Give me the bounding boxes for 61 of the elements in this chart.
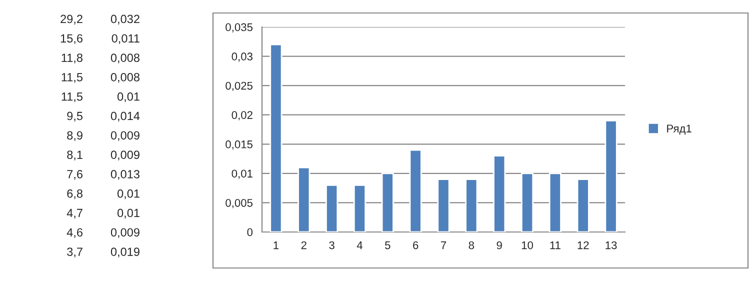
bar [270,44,282,232]
text: 3,7 [67,248,82,258]
bar [576,178,590,232]
text: 15,6 [60,34,82,44]
y-tick-label: 0,03 [232,52,252,62]
bar [604,120,618,232]
x-tick-label: 7 [440,241,446,250]
y-tick-label: 0,01 [232,170,252,179]
bar [520,172,534,232]
bar [493,155,506,232]
text: 29,2 [60,14,82,25]
text: 11,5 [62,92,83,102]
text: 0,009 [110,150,140,160]
text: 0,011 [112,34,140,44]
x-tick-label: 6 [413,241,418,250]
text: 9,5 [67,112,83,122]
text: 0,019 [110,248,140,258]
bar [437,178,450,232]
y-tick-label: 0,015 [226,140,253,150]
y-tick-label: 0 [247,228,253,236]
x-tick-label: 13 [606,241,617,250]
x-tick-label: 12 [578,241,589,250]
x-tick-label: 4 [356,241,362,250]
text: 6,8 [67,189,82,200]
bar [381,172,394,232]
text: 0,009 [110,228,140,238]
text: 4,6 [66,228,82,238]
bar [465,178,478,232]
text: 11,8 [62,54,82,64]
text: 11,5 [62,73,83,83]
text: 0,01 [117,208,140,219]
x-tick-label: 11 [550,241,560,250]
text: 0,01 [117,189,140,200]
x-tick-label: 5 [385,241,390,250]
y-tick-label: 0,02 [232,111,252,120]
text: 7,6 [67,170,82,180]
x-tick-label: 3 [329,241,334,250]
text: 0,014 [110,112,140,122]
text: 0,009 [110,131,140,141]
text: 4,7 [66,208,82,219]
bar [298,166,310,232]
y-tick-label: 0,035 [226,23,253,32]
text: 0,008 [110,73,140,83]
legend-label: Ряд1 [667,124,692,135]
text: 0,013 [110,170,140,180]
x-tick-label: 2 [301,241,306,250]
y-tick-label: 0,005 [226,198,253,208]
bar [409,149,422,232]
bar [353,184,366,232]
text: 8,1 [67,150,82,160]
bar [326,184,338,232]
text: 0,008 [110,54,140,64]
y-tick-label: 0,025 [226,82,253,92]
bar [548,172,562,232]
x-tick-label: 1 [274,241,279,250]
x-tick-label: 10 [522,241,534,250]
text: 8,9 [67,131,82,141]
text: 0,032 [110,14,140,25]
x-tick-label: 9 [496,241,502,250]
text: 0,01 [117,92,140,102]
x-tick-label: 8 [468,241,474,250]
